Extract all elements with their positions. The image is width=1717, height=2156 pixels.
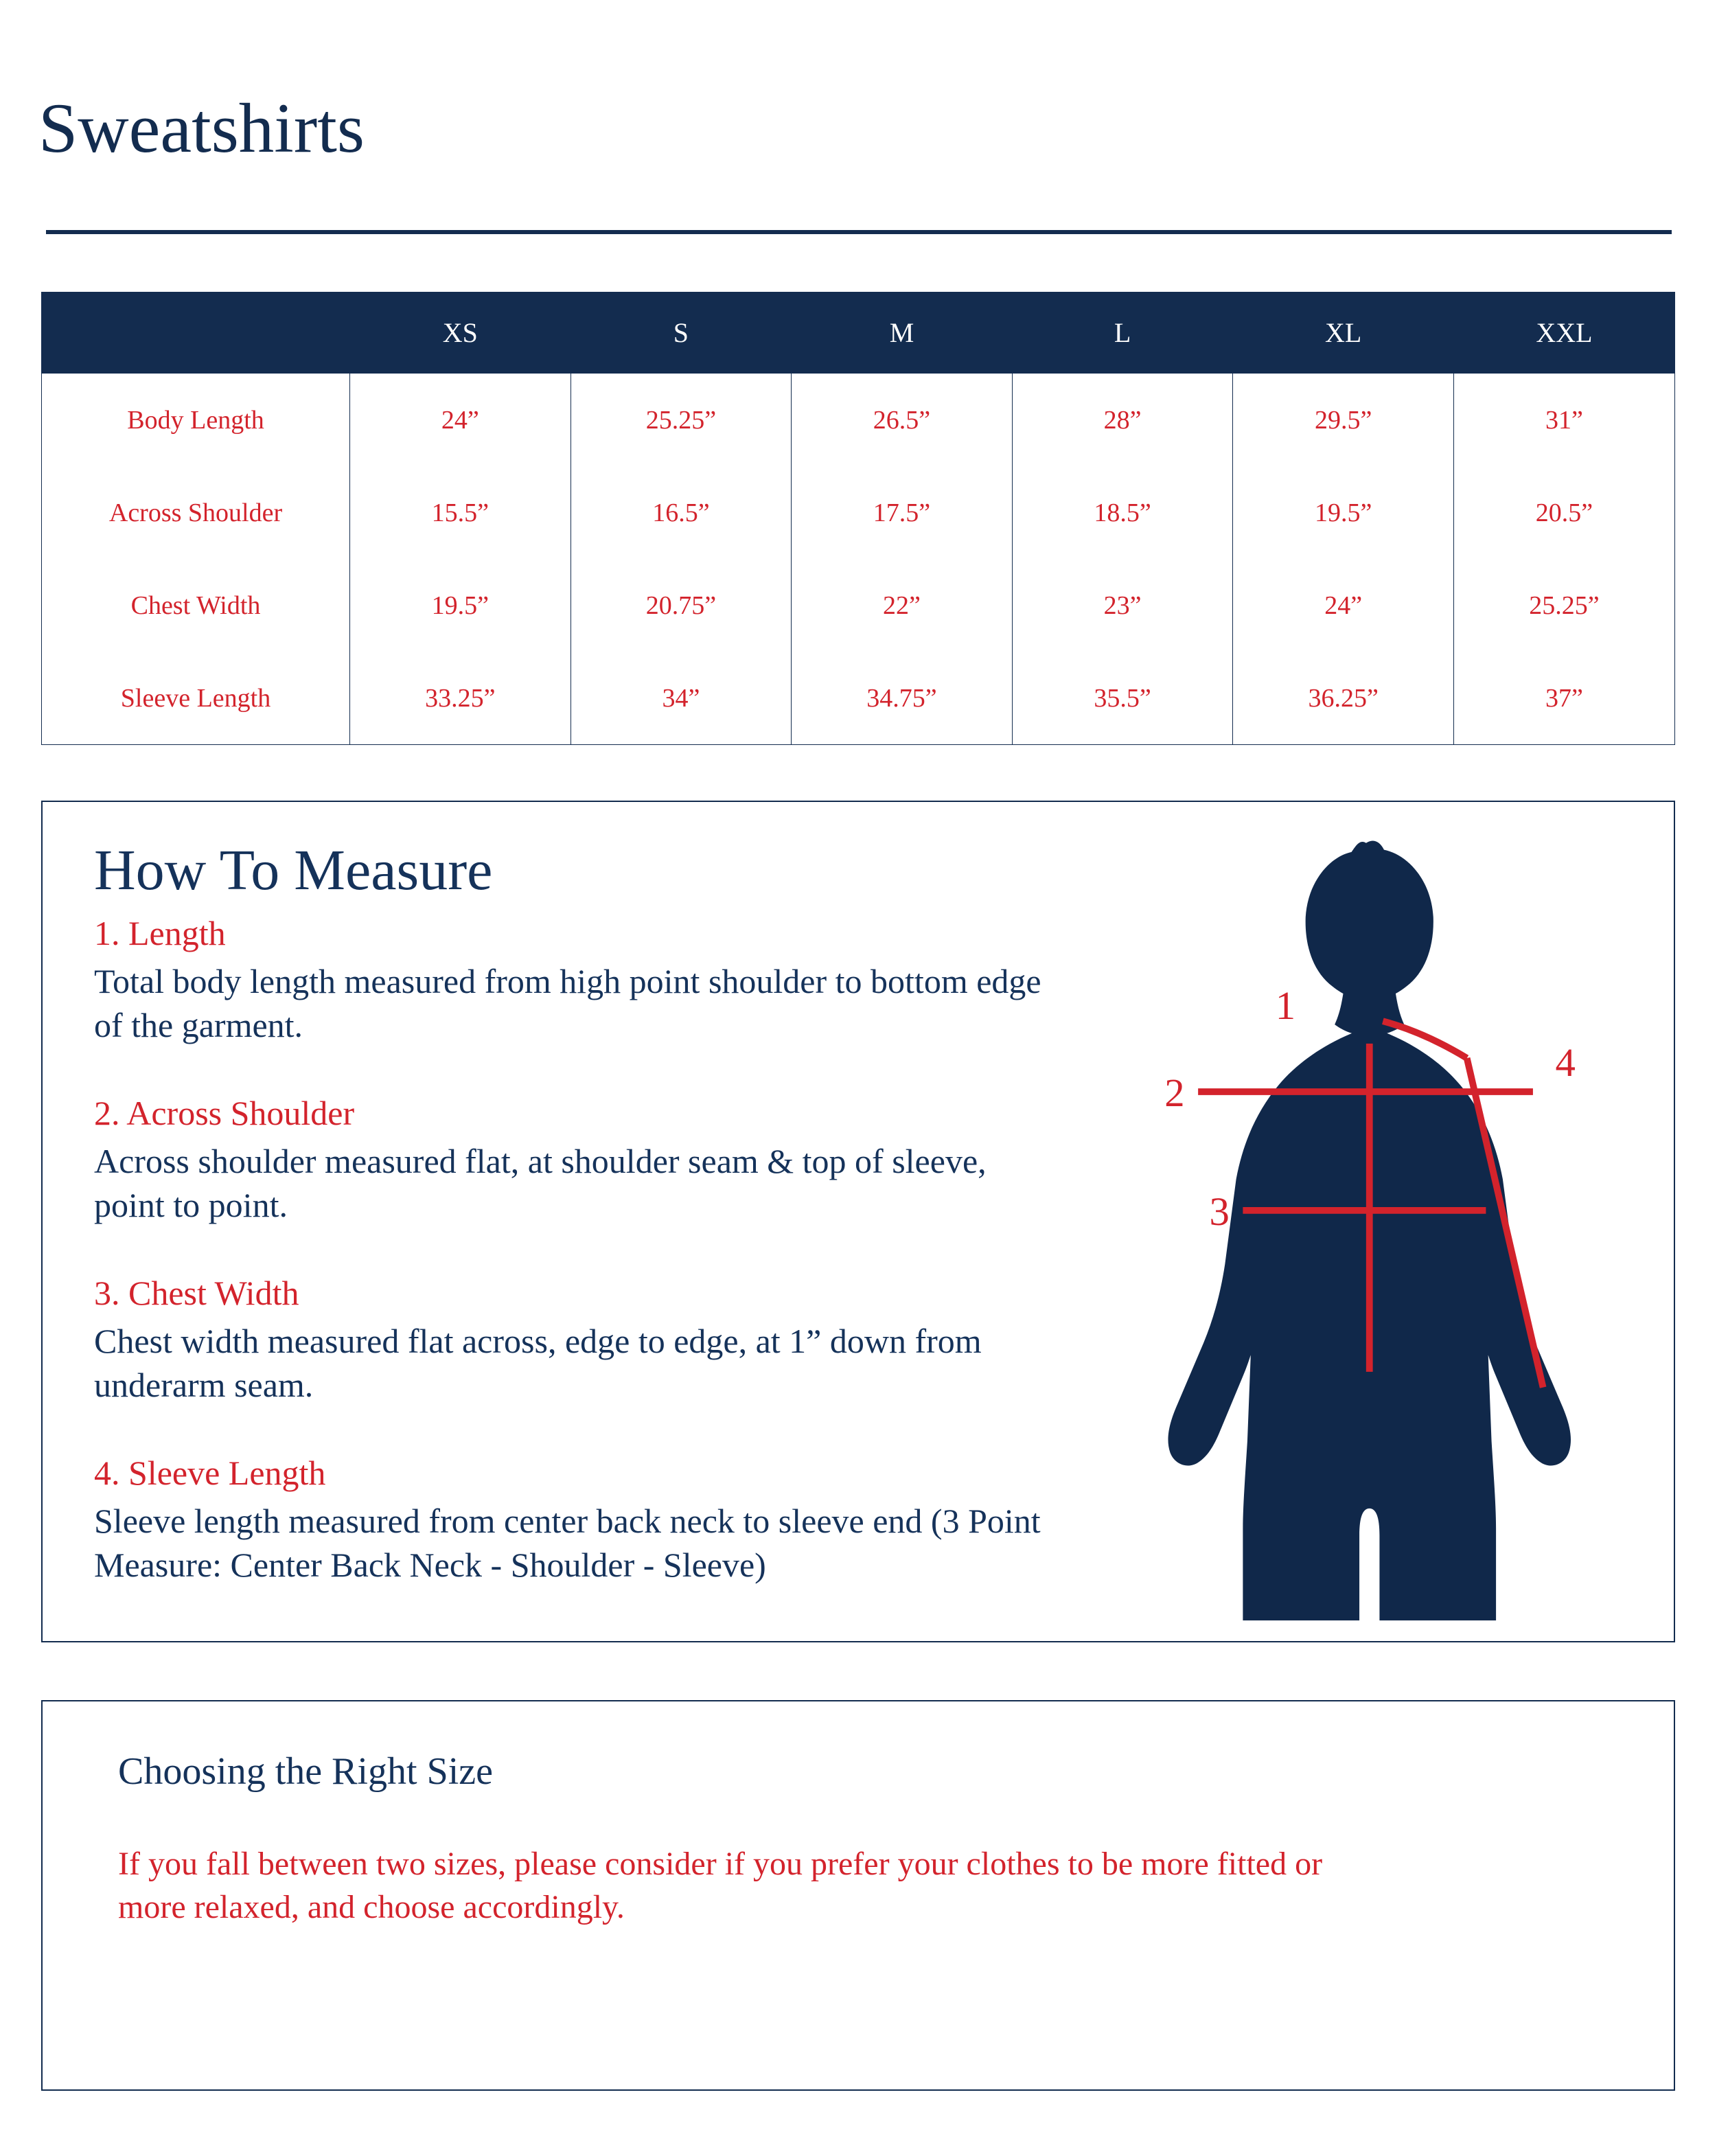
- svg-text:3: 3: [1209, 1189, 1229, 1234]
- svg-text:4: 4: [1556, 1040, 1576, 1085]
- svg-text:2: 2: [1164, 1070, 1184, 1115]
- svg-text:1: 1: [1276, 983, 1295, 1028]
